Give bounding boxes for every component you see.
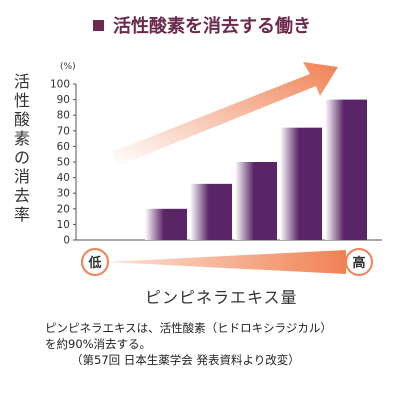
bars [145, 99, 367, 240]
bar [190, 183, 232, 240]
footnote-line: ピンピネラエキスは、活性酸素（ヒドロキシラジカル） [45, 321, 332, 335]
y-axis-label: 活 性 酸 素 の 消 去 率 [12, 72, 32, 224]
y-label-char: 率 [13, 205, 30, 224]
y-label-char: 活 [13, 72, 30, 91]
y-tick-label: 0 [63, 235, 70, 247]
title-square-icon [93, 20, 104, 31]
y-tick-label: 80 [57, 110, 70, 122]
footnote: ピンピネラエキスは、活性酸素（ヒドロキシラジカル） を約90%消去する。 （第5… [45, 320, 332, 368]
bar [280, 127, 322, 240]
chart-title: 活性酸素を消去する働き [93, 12, 311, 38]
increase-arrow [112, 62, 338, 166]
high-label: 高 [352, 255, 365, 271]
amount-scale: 低高 [81, 248, 373, 276]
y-tick-label: 70 [57, 125, 70, 137]
arrow-shape [112, 62, 338, 166]
footnote-source: （第57回 日本生薬学会 発表資料より改変） [71, 353, 300, 367]
y-tick-label: 20 [57, 203, 70, 215]
y-label-char: 消 [13, 167, 30, 186]
footnote-line: を約90%消去する。 [45, 337, 152, 351]
y-tick-label: 60 [57, 141, 70, 153]
y-label-char: 酸 [13, 110, 30, 129]
bar [325, 99, 367, 240]
y-tick-label: 100 [50, 79, 70, 91]
y-label-char: 性 [13, 91, 30, 110]
y-tick-label: 50 [57, 157, 70, 169]
y-label-char: の [13, 148, 30, 167]
chart-plot: 0102030405060708090100 低高 [50, 62, 382, 276]
y-tick-label: 40 [57, 172, 70, 184]
y-tick-label: 90 [57, 94, 70, 106]
low-label: 低 [87, 255, 101, 271]
y-tick-label: 30 [57, 188, 70, 200]
x-axis-label: ピンピネラエキス量 [145, 288, 298, 307]
y-label-char: 去 [13, 186, 30, 205]
bar [235, 162, 277, 240]
y-axis-unit: (%) [60, 62, 76, 72]
y-label-char: 素 [13, 129, 30, 148]
low-badge [81, 248, 109, 276]
y-tick-label: 10 [57, 219, 70, 231]
amount-wedge [106, 250, 346, 274]
title-text: 活性酸素を消去する働き [113, 16, 311, 37]
high-badge [345, 248, 373, 276]
bar [145, 208, 187, 240]
